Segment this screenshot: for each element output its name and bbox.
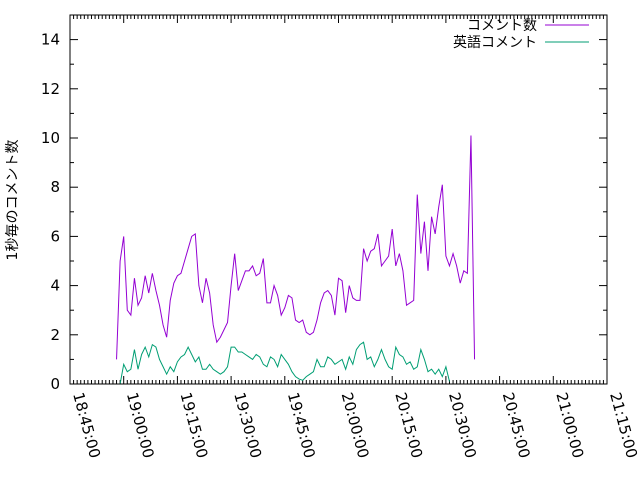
x-tick-label: 20:15:00 xyxy=(391,390,426,460)
legend-label-2: 英語コメント xyxy=(453,34,537,51)
y-tick-label: 4 xyxy=(50,277,60,295)
x-tick-label: 18:45:00 xyxy=(69,390,104,460)
y-axis-label: 1秒毎のコメント数 xyxy=(5,140,21,261)
axis-ticks: 0 2 4 6 8 10 12 14 18:45:00 19:00:00 19:15:00 19:30… xyxy=(41,15,640,460)
y-tick-label: 6 xyxy=(50,227,60,245)
y-tick-label: 0 xyxy=(50,375,60,393)
x-tick-label: 21:00:00 xyxy=(552,390,587,460)
x-tick-label: 19:30:00 xyxy=(230,390,265,460)
y-tick-label: 12 xyxy=(41,80,60,98)
x-tick-label: 20:00:00 xyxy=(338,390,373,460)
y-tick-label: 14 xyxy=(41,31,60,49)
plot-frame xyxy=(69,14,608,385)
legend-label-1: コメント数 xyxy=(467,18,537,34)
y-axis-label-group: 1秒毎のコメント数 xyxy=(5,140,21,261)
y-tick-label: 10 xyxy=(41,129,60,147)
x-tick-label: 20:30:00 xyxy=(445,390,480,460)
x-tick-label: 21:15:00 xyxy=(606,390,640,460)
series-line-1 xyxy=(116,135,476,360)
x-tick-label: 19:00:00 xyxy=(123,390,158,460)
plot-series xyxy=(116,135,476,385)
y-tick-label: 2 xyxy=(50,326,60,344)
series-line-2 xyxy=(119,341,450,385)
x-tick-label: 19:15:00 xyxy=(177,390,212,460)
x-tick-label: 20:45:00 xyxy=(499,390,534,460)
y-tick-label: 8 xyxy=(50,178,60,196)
x-tick-label: 19:45:00 xyxy=(284,390,319,460)
